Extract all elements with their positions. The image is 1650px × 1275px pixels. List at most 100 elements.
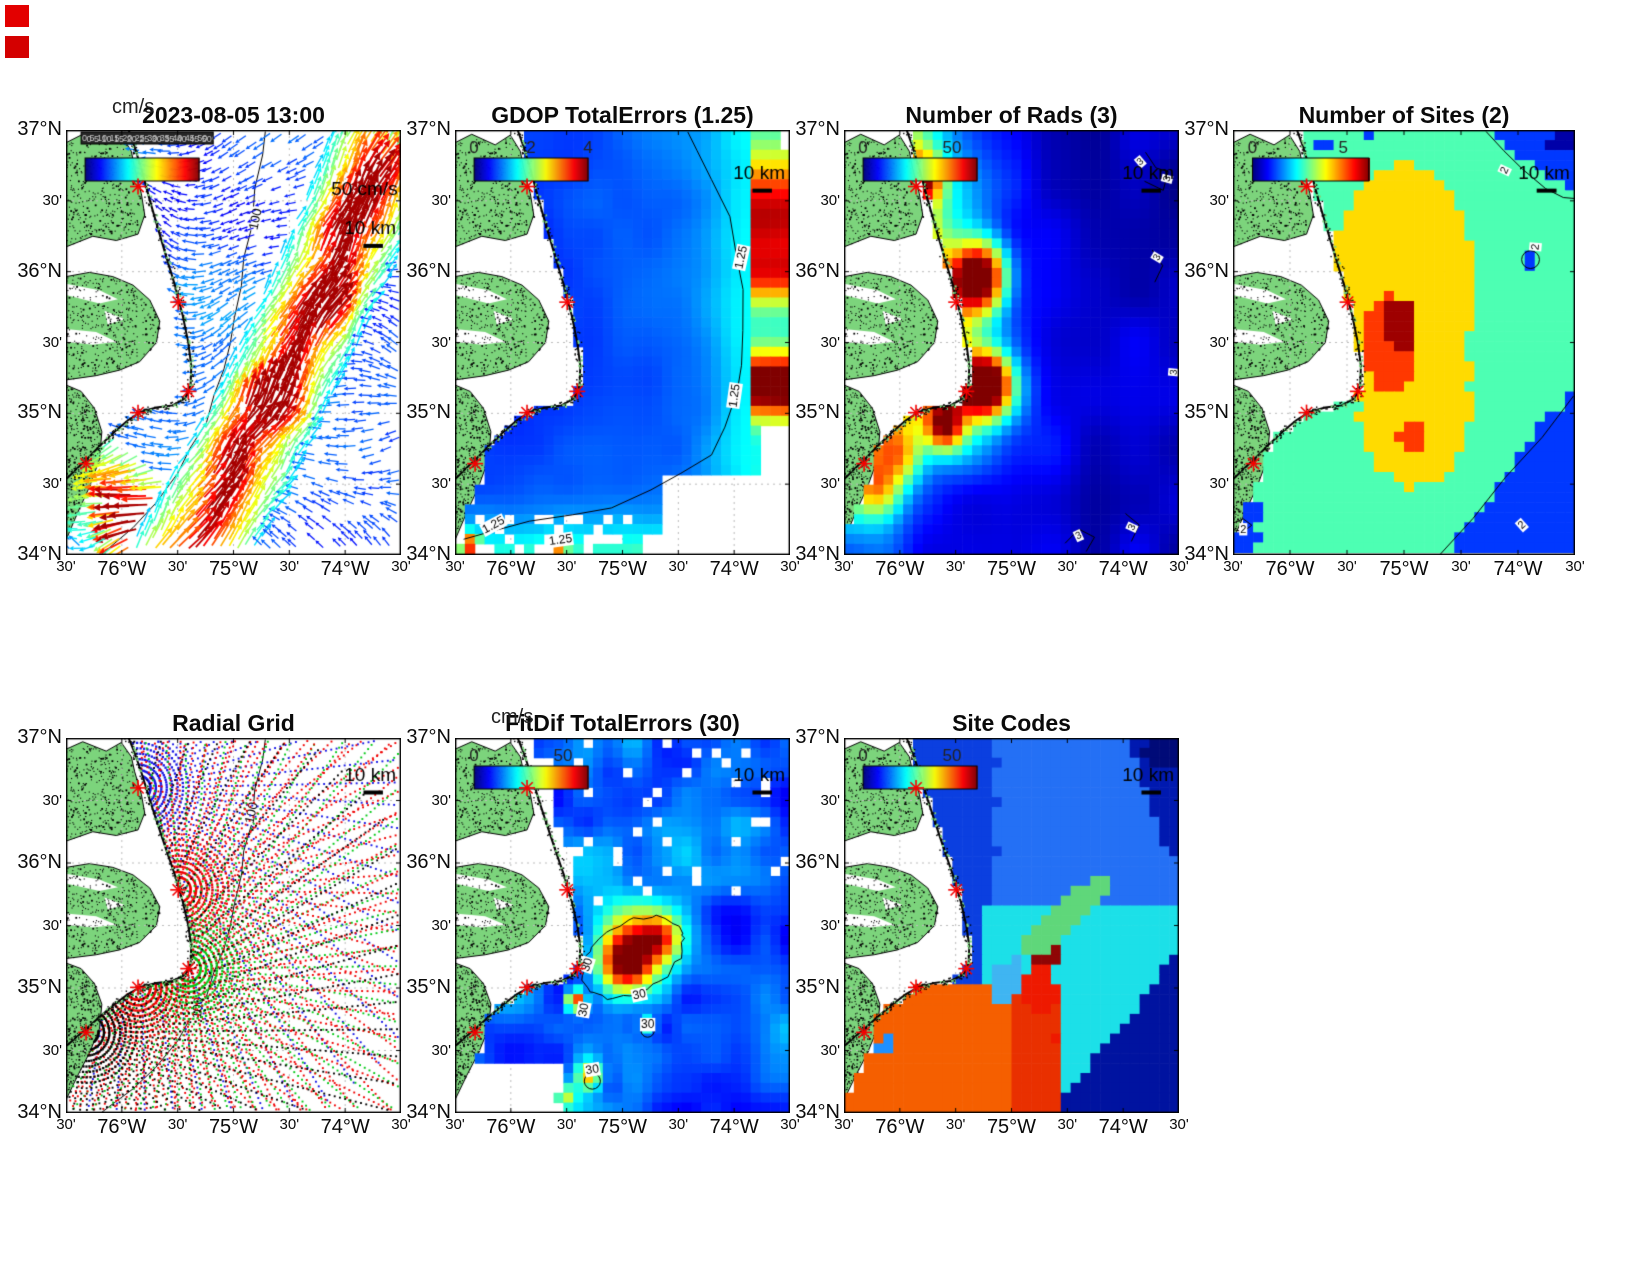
- lat-tick-label: 30': [1209, 191, 1229, 209]
- totals-vectors-map-canvas: [66, 130, 401, 555]
- lon-tick-label: 30': [167, 1116, 188, 1133]
- lat-tick-label: 30': [1209, 475, 1229, 493]
- lon-tick-label: 30': [1169, 1116, 1189, 1133]
- lat-tick-label: 37°N: [406, 726, 451, 748]
- panel-gdop-total-errors: GDOP TotalErrors (1.25) 37°N 30' 36°N 30' 35…: [406, 102, 799, 580]
- lat-tick-label: 30': [1209, 333, 1229, 351]
- lon-tick-label: 30': [1565, 558, 1585, 575]
- lon-tick-label: 74°W: [320, 558, 370, 580]
- lon-tick-label: 30': [668, 1116, 689, 1133]
- lat-tick-label: 35°N: [17, 401, 62, 424]
- lon-tick-label: 74°W: [1493, 558, 1543, 580]
- lat-tick-label: 36°N: [406, 851, 451, 873]
- lon-tick-label: 76°W: [486, 558, 536, 580]
- lat-tick-label: 36°N: [17, 851, 62, 873]
- lon-tick-label: 75°W: [208, 1116, 259, 1138]
- lon-tick-label: 30': [1057, 1116, 1078, 1133]
- panel-title: Number of Rads (3): [905, 102, 1118, 128]
- lon-tick-label: 76°W: [97, 1116, 147, 1138]
- corner-mark-2: [5, 36, 29, 58]
- lat-tick-label: 34°N: [17, 543, 62, 565]
- panel-title: Number of Sites (2): [1298, 102, 1510, 128]
- site-codes-map-canvas: [844, 738, 1179, 1113]
- lon-tick-label: 30': [445, 558, 465, 575]
- panel-number-of-rads: Number of Rads (3) 37°N 30' 36°N 30' 35°N 30'…: [795, 102, 1188, 580]
- lon-tick-label: 75°W: [986, 1116, 1037, 1138]
- lon-tick-label: 30': [56, 1116, 76, 1133]
- lat-tick-label: 35°N: [1184, 401, 1229, 424]
- lon-tick-label: 30': [945, 1116, 966, 1133]
- lat-tick-label: 36°N: [1184, 259, 1229, 282]
- lon-tick-label: 75°W: [208, 558, 259, 580]
- lon-tick-label: 74°W: [1098, 1116, 1148, 1138]
- lon-tick-label: 30': [167, 558, 188, 575]
- panel-title: Radial Grid: [172, 710, 295, 736]
- lon-tick-label: 30': [1223, 558, 1243, 575]
- lat-tick-label: 37°N: [406, 118, 451, 140]
- gdop-map-canvas: [455, 130, 790, 555]
- lat-tick-label: 30': [820, 791, 840, 809]
- panel-title: 2023-08-05 13:00: [142, 102, 325, 128]
- lon-tick-label: 74°W: [320, 1116, 370, 1138]
- lon-tick-label: 30': [556, 558, 577, 575]
- lon-tick-label: 30': [56, 558, 76, 575]
- lat-tick-label: 34°N: [406, 1101, 451, 1123]
- lon-tick-label: 75°W: [1379, 558, 1429, 580]
- lat-tick-label: 30': [431, 475, 451, 493]
- lat-tick-label: 30': [42, 916, 62, 934]
- lon-tick-label: 30': [391, 558, 411, 575]
- lon-tick-label: 30': [780, 1116, 800, 1133]
- lat-tick-label: 30': [820, 1041, 840, 1059]
- lat-tick-label: 30': [42, 1041, 62, 1059]
- lat-tick-label: 35°N: [406, 976, 451, 998]
- lon-tick-label: 75°W: [986, 558, 1037, 580]
- lat-tick-label: 37°N: [17, 118, 62, 140]
- panel-site-codes: Site Codes 37°N 30' 36°N 30' 35°N 30' 34°N 30' 7…: [795, 710, 1188, 1138]
- lon-tick-label: 30': [391, 1116, 411, 1133]
- lat-tick-label: 30': [431, 333, 451, 351]
- lat-tick-label: 35°N: [406, 401, 451, 424]
- lon-tick-label: 30': [1169, 558, 1189, 575]
- lon-tick-label: 74°W: [709, 558, 759, 580]
- number-of-rads-map-canvas: [844, 130, 1179, 555]
- lon-tick-label: 76°W: [1265, 558, 1315, 580]
- lon-tick-label: 30': [1057, 558, 1078, 575]
- lat-tick-label: 36°N: [17, 259, 62, 282]
- lon-tick-label: 30': [945, 558, 966, 575]
- colorbar-unit-label: cm/s: [491, 706, 534, 728]
- lat-tick-label: 30': [820, 475, 840, 493]
- lon-tick-label: 30': [834, 1116, 854, 1133]
- lat-tick-label: 30': [820, 191, 840, 209]
- lon-tick-label: 76°W: [97, 558, 147, 580]
- lat-tick-label: 30': [431, 916, 451, 934]
- lat-tick-label: 30': [431, 791, 451, 809]
- lon-tick-label: 74°W: [1098, 558, 1148, 580]
- panel-title: Site Codes: [952, 710, 1071, 736]
- lat-tick-label: 35°N: [17, 976, 62, 998]
- panel-totals-vectors: 2023-08-05 13:00 cm/s 37°N 30' 36°N 30' 35°N…: [17, 96, 410, 580]
- lat-tick-label: 34°N: [1184, 543, 1229, 565]
- lat-tick-label: 34°N: [17, 1101, 62, 1123]
- lat-tick-label: 30': [42, 333, 62, 351]
- lat-tick-label: 30': [431, 1041, 451, 1059]
- panel-number-of-sites: Number of Sites (2) 37°N 30' 36°N 30' 35°N 30…: [1184, 102, 1584, 580]
- lon-tick-label: 30': [668, 558, 689, 575]
- lat-tick-label: 30': [820, 916, 840, 934]
- lat-tick-label: 36°N: [795, 259, 840, 282]
- lat-tick-label: 34°N: [406, 543, 451, 565]
- colorbar-unit-label: cm/s: [112, 96, 155, 118]
- lat-tick-label: 34°N: [795, 543, 840, 565]
- lon-tick-label: 74°W: [709, 1116, 759, 1138]
- lat-tick-label: 35°N: [795, 976, 840, 998]
- lon-tick-label: 75°W: [597, 1116, 648, 1138]
- lat-tick-label: 35°N: [795, 401, 840, 424]
- panel-title: FitDif TotalErrors (30): [505, 710, 740, 736]
- lon-tick-label: 30': [556, 1116, 577, 1133]
- lat-tick-label: 34°N: [795, 1101, 840, 1123]
- corner-mark-1: [5, 5, 29, 27]
- lat-tick-label: 36°N: [406, 259, 451, 282]
- lon-tick-label: 30': [834, 558, 854, 575]
- lon-tick-label: 30': [1337, 558, 1357, 575]
- lat-tick-label: 30': [431, 191, 451, 209]
